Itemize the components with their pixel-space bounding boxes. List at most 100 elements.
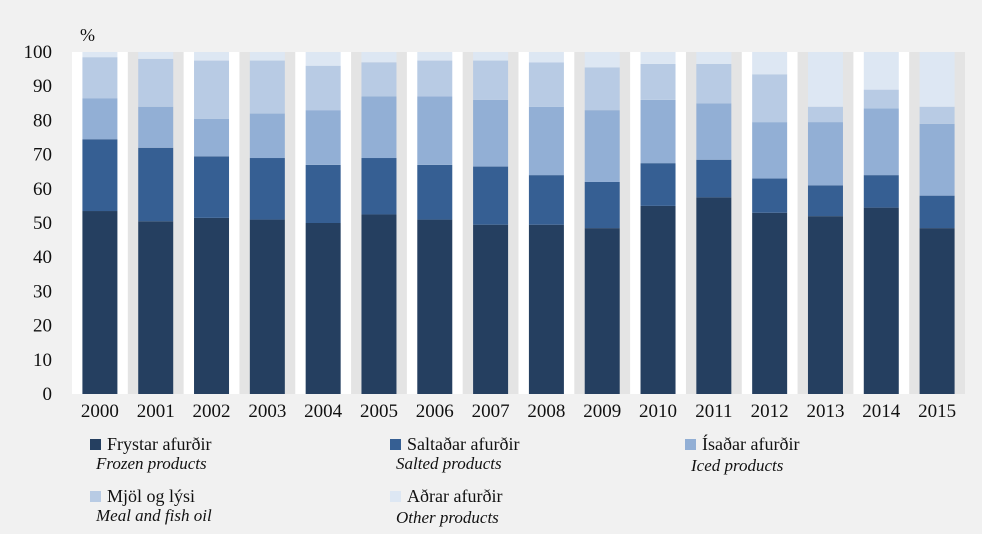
bar-2013-series-4 [807, 52, 843, 107]
legend-item-meal: Mjöl og lýsi Meal and fish oil [90, 486, 212, 526]
x-tick-label-2001: 2001 [137, 401, 175, 420]
y-tick-label-30: 30 [33, 281, 52, 302]
bar-2015-series-0 [919, 228, 955, 394]
bar-2007-series-2 [473, 99, 509, 167]
legend-label-iced-en: Iced products [691, 456, 784, 475]
bar-2004-series-3 [305, 65, 341, 111]
y-tick-label-40: 40 [33, 247, 52, 268]
bar-2001-series-0 [138, 221, 174, 394]
bar-2010-series-2 [640, 99, 676, 164]
bar-2006-series-2 [417, 96, 453, 165]
bar-2000-series-0 [82, 211, 118, 394]
bar-2006-series-1 [417, 164, 453, 220]
bar-2001-series-1 [138, 147, 174, 222]
bar-2014-series-1 [863, 175, 899, 208]
bar-2013-series-1 [807, 185, 843, 217]
x-tick-label-2005: 2005 [360, 401, 398, 420]
bar-2002-series-3 [194, 60, 230, 119]
bar-2002-series-4 [194, 52, 230, 61]
bar-2004-series-0 [305, 223, 341, 394]
bar-2002-series-1 [194, 156, 230, 218]
bar-2014-series-2 [863, 108, 899, 176]
y-tick-label-80: 80 [33, 110, 52, 131]
bar-2008-series-2 [528, 106, 564, 176]
bar-2015-series-1 [919, 195, 955, 229]
x-tick-label-2009: 2009 [583, 401, 621, 420]
bar-2003-series-4 [249, 52, 285, 61]
legend-label-other-en: Other products [396, 508, 499, 527]
legend-label-frozen-en: Frozen products [96, 454, 207, 473]
bar-2002-series-0 [194, 217, 230, 394]
bar-2007-series-4 [473, 52, 509, 61]
bar-2012-series-1 [752, 178, 788, 213]
bar-2008-series-0 [528, 224, 564, 394]
bar-2001-series-2 [138, 106, 174, 148]
bar-2012-series-3 [752, 74, 788, 123]
legend-label-salted-en: Salted products [396, 454, 502, 473]
x-tick-label-2013: 2013 [806, 401, 844, 420]
bar-2010-series-1 [640, 163, 676, 206]
bar-2005-series-2 [361, 96, 397, 159]
bar-2013-series-2 [807, 122, 843, 186]
bar-2012-series-0 [752, 212, 788, 394]
bar-2011-series-1 [696, 159, 732, 198]
y-axis-unit-label: % [80, 25, 95, 45]
bar-2001-series-4 [138, 52, 174, 59]
bar-2008-series-3 [528, 62, 564, 107]
bar-2014-series-3 [863, 89, 899, 109]
bar-2000-series-1 [82, 139, 118, 212]
bar-2014-series-4 [863, 52, 899, 90]
bar-2010-series-3 [640, 63, 676, 100]
x-tick-label-2015: 2015 [918, 401, 956, 420]
bar-2005-series-1 [361, 158, 397, 215]
x-tick-label-2014: 2014 [862, 401, 901, 420]
bar-2010-series-4 [640, 52, 676, 64]
bar-2006-series-0 [417, 219, 453, 394]
y-tick-label-70: 70 [33, 145, 52, 166]
bar-2005-series-4 [361, 52, 397, 63]
bar-2000-series-2 [82, 98, 118, 140]
bar-2004-series-2 [305, 110, 341, 165]
bar-2013-series-3 [807, 106, 843, 123]
legend-label-meal-is: Mjöl og lýsi [107, 486, 196, 506]
legend-swatch-iced [685, 438, 696, 450]
bar-2013-series-0 [807, 216, 843, 394]
x-tick-label-2002: 2002 [193, 401, 231, 420]
bar-2007-series-0 [473, 224, 509, 394]
bar-2004-series-1 [305, 164, 341, 223]
bar-2000-series-4 [82, 52, 118, 58]
bar-2012-series-4 [752, 52, 788, 75]
legend-item-iced: Ísaðar afurðir Iced products [685, 434, 799, 476]
x-tick-label-2012: 2012 [751, 401, 789, 420]
bar-2000-series-3 [82, 57, 118, 99]
legend-label-salted-is: Saltaðar afurðir [407, 434, 520, 454]
x-tick-label-2000: 2000 [81, 401, 119, 420]
legend-swatch-salted [390, 438, 401, 450]
bar-2002-series-2 [194, 118, 230, 157]
bar-2003-series-1 [249, 158, 285, 220]
bar-2011-series-2 [696, 103, 732, 160]
x-tick-label-2003: 2003 [248, 401, 286, 420]
bar-2003-series-2 [249, 113, 285, 159]
legend-label-meal-en: Meal and fish oil [96, 506, 212, 525]
y-tick-label-20: 20 [33, 316, 52, 337]
bar-2011-series-0 [696, 197, 732, 394]
bar-2015-series-2 [919, 123, 955, 196]
y-tick-label-50: 50 [33, 213, 52, 234]
legend-item-salted: Saltaðar afurðir Salted products [390, 434, 519, 474]
bar-2006-series-3 [417, 60, 453, 97]
bar-2014-series-0 [863, 207, 899, 394]
y-tick-label-100: 100 [24, 42, 53, 63]
bar-2001-series-3 [138, 58, 174, 107]
x-tick-label-2004: 2004 [304, 401, 343, 420]
bar-2005-series-3 [361, 62, 397, 97]
bar-2007-series-1 [473, 166, 509, 225]
x-tick-label-2007: 2007 [472, 401, 510, 420]
bar-2004-series-4 [305, 52, 341, 66]
bar-2007-series-3 [473, 60, 509, 100]
legend-swatch-meal [90, 490, 101, 502]
legend-item-other: Aðrar afurðir Other products [390, 486, 502, 528]
x-tick-label-2008: 2008 [527, 401, 565, 420]
bar-2009-series-1 [584, 181, 620, 229]
